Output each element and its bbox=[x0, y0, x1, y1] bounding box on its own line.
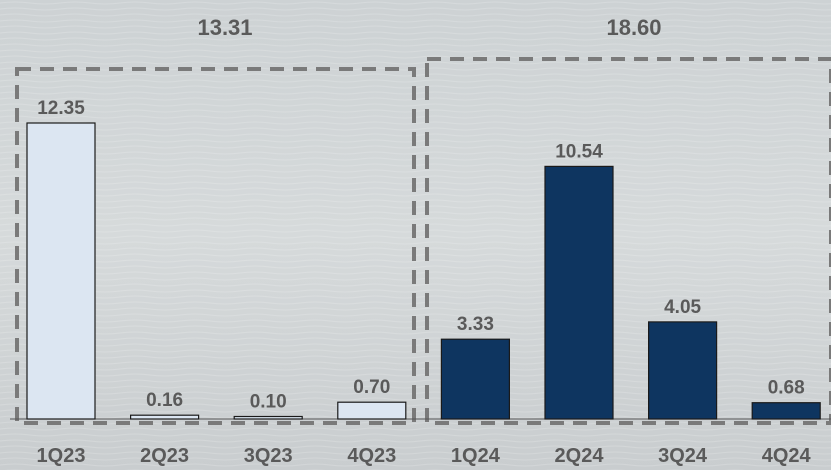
value-label-4q23: 0.70 bbox=[353, 377, 390, 398]
category-label-2q24: 2Q24 bbox=[555, 445, 605, 467]
bar-4q23 bbox=[337, 401, 407, 420]
group-total-1: 13.31 bbox=[197, 15, 252, 40]
category-label-3q23: 3Q23 bbox=[244, 445, 293, 467]
value-label-4q24: 0.68 bbox=[768, 378, 805, 399]
category-label-3q24: 3Q24 bbox=[658, 445, 708, 467]
bar-3q24 bbox=[647, 321, 718, 420]
bar-1q23 bbox=[26, 122, 96, 420]
bar-2q24 bbox=[544, 165, 614, 420]
bar-1q24 bbox=[440, 338, 510, 420]
value-label-2q24: 10.54 bbox=[555, 141, 603, 162]
value-label-2q23: 0.16 bbox=[146, 390, 183, 411]
value-label-1q24: 3.33 bbox=[457, 314, 494, 335]
group-box-2 bbox=[425, 57, 831, 425]
bar-3q23 bbox=[233, 415, 303, 420]
bar-4q24 bbox=[751, 402, 821, 420]
category-label-4q23: 4Q23 bbox=[347, 445, 396, 467]
value-label-3q24: 4.05 bbox=[664, 297, 701, 318]
value-label-3q23: 0.10 bbox=[250, 392, 287, 413]
group-total-2: 18.60 bbox=[606, 15, 661, 40]
group-box-1 bbox=[15, 67, 416, 425]
category-label-4q24: 4Q24 bbox=[762, 445, 812, 467]
bar-2q23 bbox=[130, 414, 200, 420]
category-label-1q23: 1Q23 bbox=[37, 445, 86, 467]
category-label-1q24: 1Q24 bbox=[451, 445, 501, 467]
category-label-2q23: 2Q23 bbox=[140, 445, 189, 467]
value-label-1q23: 12.35 bbox=[37, 98, 85, 119]
